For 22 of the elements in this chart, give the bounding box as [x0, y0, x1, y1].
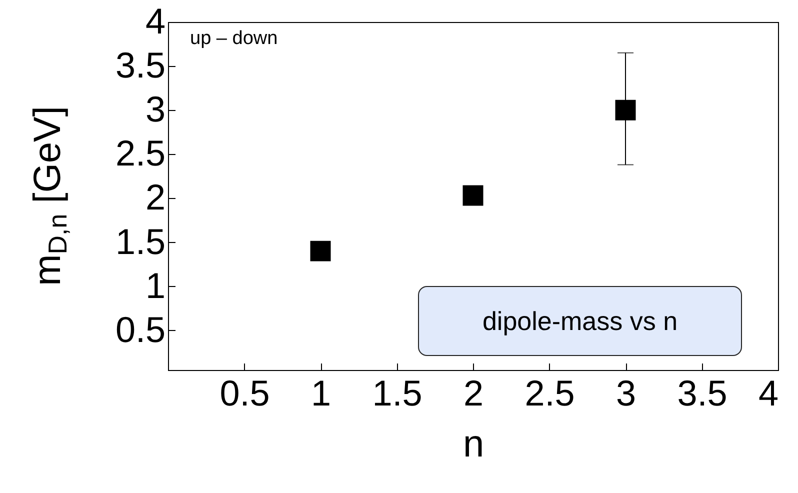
- x-tick-label: 2.5: [524, 372, 575, 414]
- y-tick-label: 3: [145, 88, 166, 130]
- y-tick-label: 0.5: [115, 308, 166, 350]
- y-tick-label: 2.5: [115, 132, 166, 174]
- annotation: up – down: [190, 28, 278, 50]
- x-tick-label: 3: [616, 372, 636, 414]
- y-tick-label: 1.5: [115, 220, 166, 262]
- label-box: dipole-mass vs n: [418, 286, 742, 356]
- point: [462, 185, 484, 206]
- point: [310, 240, 331, 262]
- y-tick-label: 3.5: [115, 44, 166, 86]
- x-tick-label: 2: [463, 372, 484, 414]
- x-tick-label: 4: [758, 372, 778, 414]
- x-tick-label: 1.5: [372, 372, 422, 414]
- y-tick-label: 2: [145, 176, 166, 218]
- x-tick-label: 1: [310, 372, 332, 414]
- x-tick-label: 3.5: [677, 372, 728, 414]
- point: [615, 100, 636, 120]
- y-tick-label: 1: [145, 264, 166, 306]
- x-axis-title: n: [462, 424, 484, 466]
- y-tick-label: 4: [145, 0, 166, 42]
- x-tick-label: 0.5: [220, 372, 270, 414]
